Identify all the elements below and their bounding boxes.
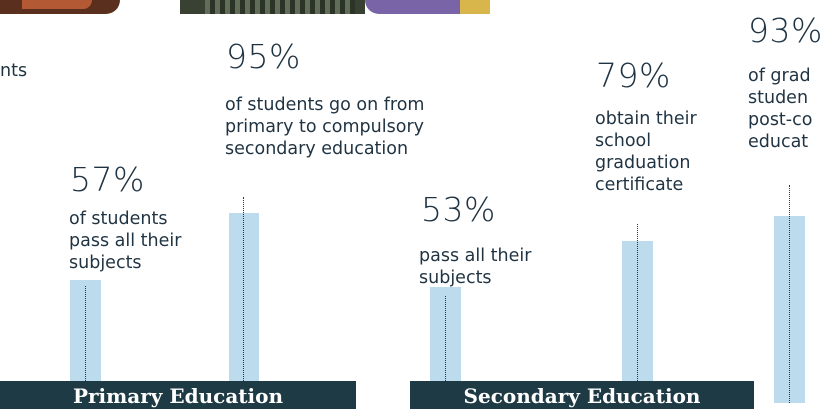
header-photo [0,0,490,14]
category-band-secondary: Secondary Education [410,381,754,409]
bar-description-line: subjects [69,253,142,273]
bar-percent-label: 95% [226,37,301,76]
category-band-primary: Primary Education [0,381,356,409]
bar-description-line: of students [69,209,168,229]
bar-description: of students go on from primary to compul… [225,94,424,160]
bar-description: of students pass all their subjects [69,208,181,274]
bar-description-line: subjects [419,268,492,288]
bar-percent-label: 53% [421,190,496,229]
bar-percent-label: 79% [596,56,671,95]
bar-description-line: pass all their [419,246,532,266]
bar-description-line: school [595,131,652,151]
bar-description: pass all their subjects [419,245,531,289]
bar-description-line: of grad [748,66,811,86]
bar-description-line: pass all their [69,231,182,251]
bar-description-line: studen [748,88,809,108]
bar-description-line: graduation [595,153,691,173]
bar-description-line: obtain their [595,109,697,129]
bar-leader-line [243,197,244,381]
bar-description: obtain their school graduation certifica… [595,108,697,196]
cutoff-left-text: nts [0,61,28,81]
bar-description-line: secondary education [225,139,409,159]
bar-percent-label: 93% [748,11,820,50]
bar-description-line: of students go on from [225,95,425,115]
bar-leader-line [445,296,446,381]
bar-leader-line [85,286,86,381]
bar-description-line: post-co [748,110,813,130]
bar-description-line: primary to compulsory [225,117,424,137]
bar-description: of grad studen post-co educat [748,65,820,153]
bar-leader-line [789,185,790,403]
bar-percent-label: 57% [70,160,145,199]
bar-description-line: certificate [595,175,684,195]
bar-leader-line [637,224,638,381]
bar [229,212,259,381]
bar-description-line: educat [748,132,809,152]
